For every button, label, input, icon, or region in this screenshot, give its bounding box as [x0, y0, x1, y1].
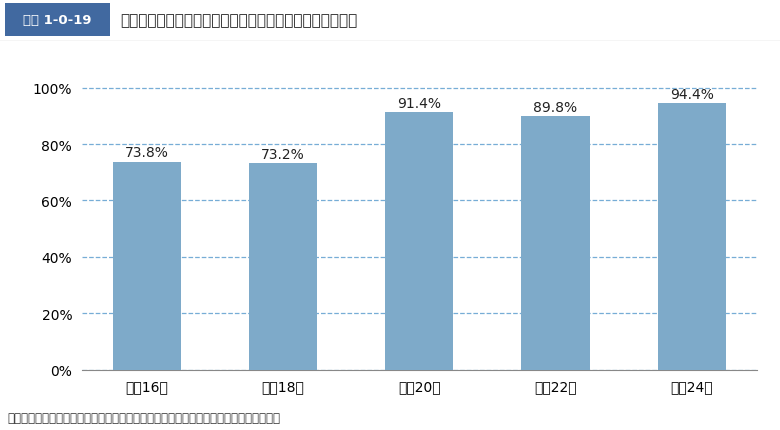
Text: 73.2%: 73.2%: [261, 147, 305, 162]
Text: 94.4%: 94.4%: [670, 88, 714, 102]
Text: 市区町村間で相互応援協定を締結している市区町村の割合: 市区町村間で相互応援協定を締結している市区町村の割合: [120, 13, 357, 28]
Bar: [249, 164, 317, 370]
Bar: [112, 162, 181, 370]
Bar: [385, 113, 453, 370]
Bar: [658, 104, 726, 370]
Text: 91.4%: 91.4%: [397, 96, 441, 111]
Text: 出典：消防庁「消防防災・震災対策現況調査」をもとに内閣府作成．各年４月１日現在: 出典：消防庁「消防防災・震災対策現況調査」をもとに内閣府作成．各年４月１日現在: [8, 411, 281, 424]
Text: 図表 1-0-19: 図表 1-0-19: [23, 14, 92, 27]
Bar: [522, 117, 590, 370]
Text: 89.8%: 89.8%: [534, 101, 578, 115]
Text: 73.8%: 73.8%: [125, 146, 168, 160]
Bar: [5, 4, 110, 37]
